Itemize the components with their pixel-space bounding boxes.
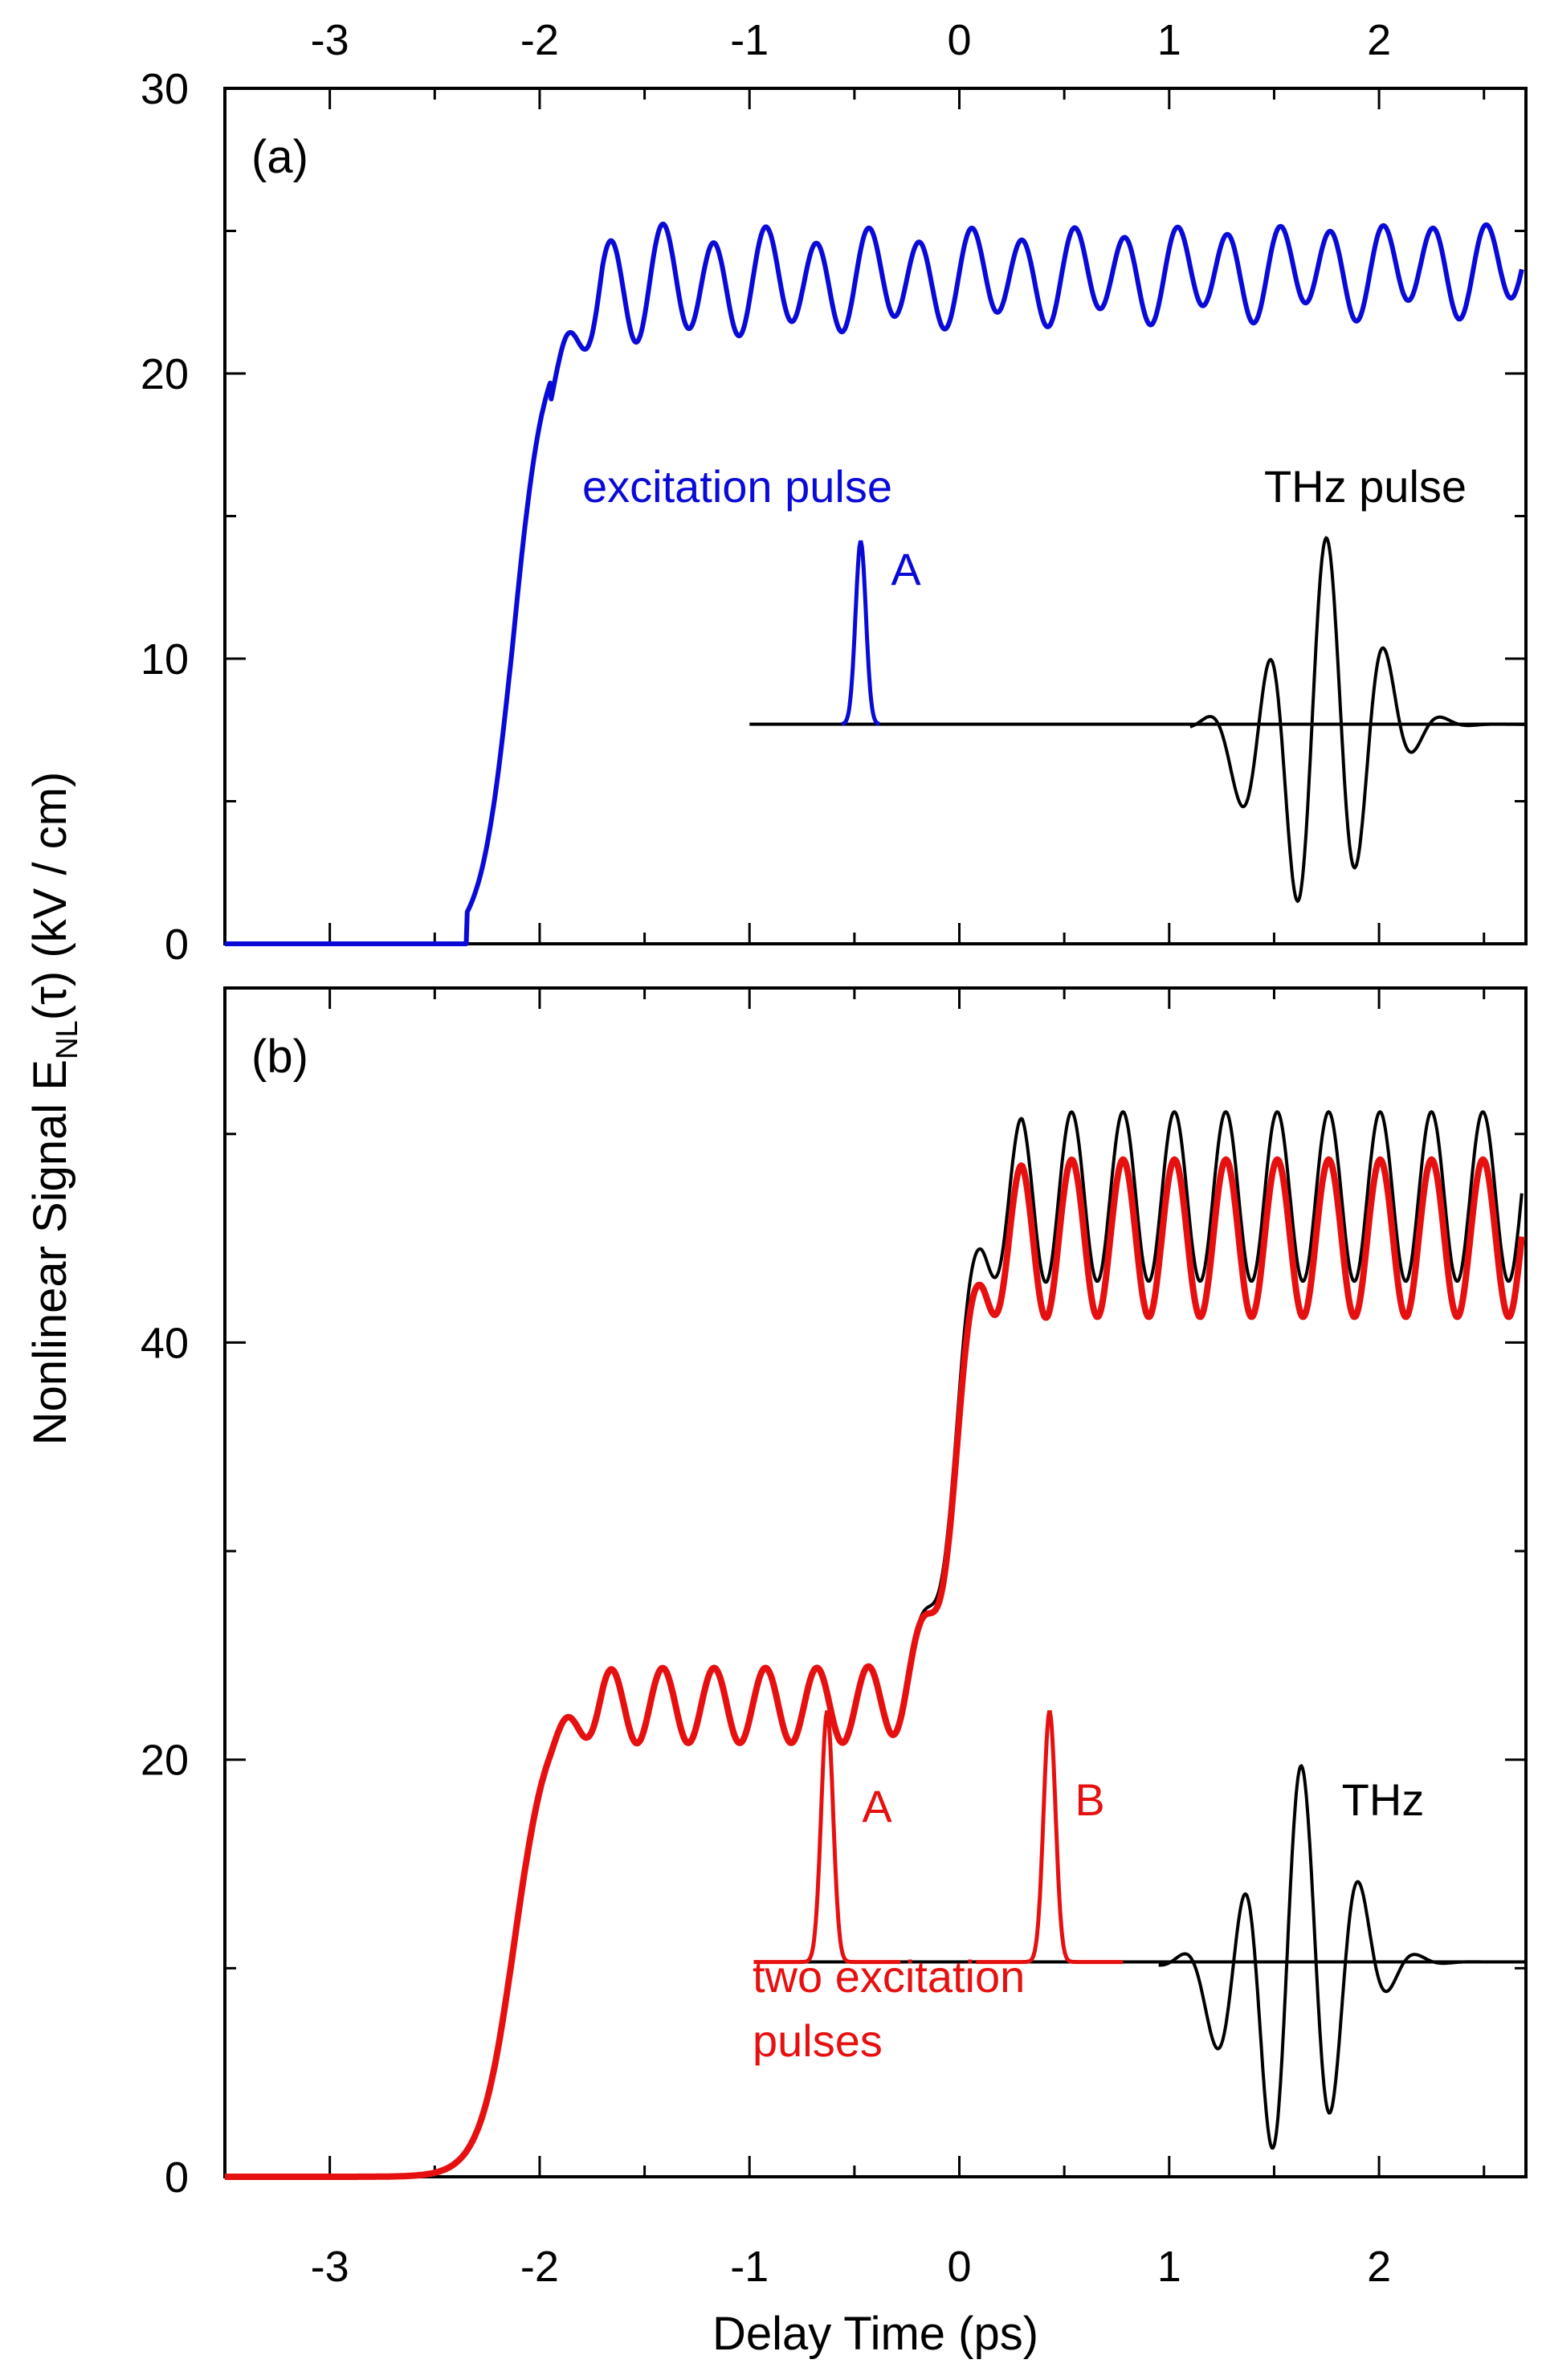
panel-b-x-tick-label: -2: [520, 2243, 559, 2291]
inset-b-pulse-B: [976, 1710, 1124, 1965]
panel-b-curves: [222, 1110, 1525, 2180]
panel-b-y-tick-label: 0: [165, 2153, 189, 2202]
y-axis-title-text: Nonlinear Signal ENL(τ) (kV / cm): [24, 772, 84, 1446]
inset-a-pulse-A: [841, 540, 880, 726]
panel-b-x-tick-label: -1: [730, 2243, 769, 2291]
panel-a-label: (a): [251, 131, 308, 183]
y-axis-title-sub: NL: [51, 1020, 84, 1059]
panel-b-x-tick-label: 0: [947, 2243, 971, 2291]
series-two-pulses-red: [222, 1156, 1525, 2180]
panel-b-y-tick-label: 20: [141, 1737, 189, 1785]
panel-b-frame: [223, 986, 1528, 2178]
y-axis-title: Nonlinear Signal ENL(τ) (kV / cm): [24, 772, 84, 1446]
thz-pulse-label-a: THz pulse: [1264, 461, 1467, 512]
panel-a-y-tick-label: 0: [165, 921, 189, 969]
panel-a-curves: [223, 221, 1524, 946]
pulse-a-label-a: A: [891, 544, 921, 594]
two-excitation-label-line2: pulses: [753, 2015, 883, 2066]
pulse-a-label-b: A: [862, 1781, 892, 1831]
panel-a-x-tick-label: -1: [730, 16, 769, 64]
y-axis-title-main: Nonlinear Signal E: [24, 1059, 76, 1445]
panel-a-x-tick-label: 1: [1157, 16, 1181, 64]
inset-a-thz-waveform: [1189, 536, 1526, 904]
x-axis-title: Delay Time (ps): [712, 2308, 1038, 2360]
panel-b-x-tick-label: -3: [311, 2243, 349, 2291]
panel-a-y-tick-label: 20: [141, 350, 189, 398]
inset-b-pulse-A: [753, 1710, 901, 1965]
y-axis-title-tail: (τ) (kV / cm): [24, 772, 76, 1021]
panel-b-y-tick-label: 40: [141, 1319, 189, 1367]
excitation-pulse-label: excitation pulse: [582, 461, 892, 512]
panel-a-x-tick-label: 2: [1367, 16, 1391, 64]
panel-b-x-tick-label: 2: [1367, 2243, 1391, 2291]
panel-a-y-tick-label: 30: [141, 65, 189, 113]
pulse-b-label-b: B: [1075, 1774, 1104, 1825]
panel-a-inset: [749, 536, 1526, 904]
panel-a-y-tick-label: 10: [141, 635, 189, 684]
panel-b-inset: [753, 1710, 1526, 2150]
panel-a-x-tick-label: -3: [311, 16, 349, 64]
panel-b-label: (b): [251, 1031, 308, 1083]
series-single-excitation: [223, 221, 1524, 946]
two-excitation-label-line1: two excitation: [753, 1951, 1025, 2002]
panel-b-x-tick-label: 1: [1157, 2243, 1181, 2291]
thz-label-b: THz: [1342, 1774, 1425, 1825]
panel-a-x-tick-label: -2: [520, 16, 559, 64]
panel-a-x-tick-label: 0: [947, 16, 971, 64]
inset-b-thz-waveform: [1158, 1763, 1484, 2150]
